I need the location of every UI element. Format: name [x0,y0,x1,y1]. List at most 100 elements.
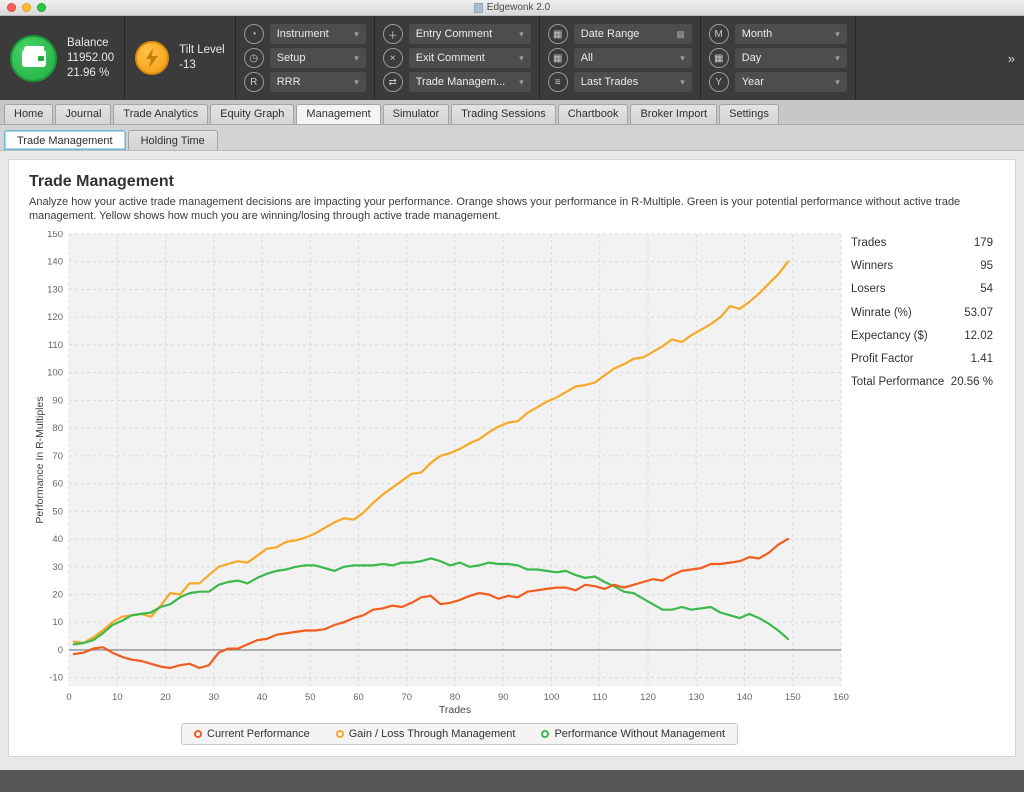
rrr-icon: R [244,72,264,92]
svg-text:90: 90 [498,692,509,703]
rrr-dropdown[interactable]: RRR ▾ [270,72,366,92]
chart-area: -100102030405060708090100110120130140150… [29,231,995,713]
window-titlebar: Edgewonk 2.0 [0,0,1024,16]
balance-label: Balance [67,36,114,51]
trade-management-dropdown[interactable]: Trade Managem... ▾ [409,72,531,92]
balance-value: 11952.00 [67,51,114,66]
svg-text:130: 130 [688,692,704,703]
all-icon: ▦ [548,48,568,68]
chart-legend: Current Performance Gain / Loss Through … [181,723,738,745]
svg-text:120: 120 [47,312,63,323]
tab-trading-sessions[interactable]: Trading Sessions [451,104,556,124]
setup-icon: ◷ [244,48,264,68]
stat-row-total-performance: Total Performance20.56 % [851,371,993,394]
svg-text:90: 90 [52,395,63,406]
svg-text:20: 20 [52,589,63,600]
filter-column-4: M Month ▾ ▦ Day ▾ Y Year ▾ [701,16,856,100]
svg-text:50: 50 [52,506,63,517]
svg-text:70: 70 [401,692,412,703]
exit-comment-dropdown[interactable]: Exit Comment ▾ [409,48,531,68]
date-range-icon: ▦ [548,24,568,44]
chevron-down-icon: ▾ [354,53,359,64]
svg-text:150: 150 [785,692,801,703]
date-range-dropdown[interactable]: Date Range ▦ [574,24,692,44]
last-trades-icon: ≡ [548,72,568,92]
tab-broker-import[interactable]: Broker Import [630,104,717,124]
svg-text:70: 70 [52,451,63,462]
stat-row-winrate: Winrate (%)53.07 [851,301,993,324]
setup-dropdown[interactable]: Setup ▾ [270,48,366,68]
sub-tabbar: Trade Management Holding Time [0,125,1024,151]
legend-current-performance: Current Performance [194,728,310,740]
window-title: Edgewonk 2.0 [0,2,1024,13]
filter-column-1: ◔ Instrument ▾ ◷ Setup ▾ R RRR ▾ [236,16,375,100]
legend-marker-icon [541,730,549,738]
performance-line-chart: -100102030405060708090100110120130140150… [31,231,851,713]
svg-text:80: 80 [450,692,461,703]
svg-text:150: 150 [47,231,63,240]
subtab-trade-management[interactable]: Trade Management [4,130,126,150]
calendar-icon: ▦ [676,29,685,40]
entry-comment-dropdown[interactable]: Entry Comment ▾ [409,24,531,44]
filter-column-2: ＋ Entry Comment ▾ × Exit Comment ▾ ⇄ Tra… [375,16,540,100]
legend-performance-without-management: Performance Without Management [541,728,725,740]
month-dropdown[interactable]: Month ▾ [735,24,847,44]
app-document-icon [474,3,483,13]
tab-home[interactable]: Home [4,104,53,124]
stat-row-profit-factor: Profit Factor1.41 [851,347,993,370]
wallet-icon [10,35,57,82]
last-trades-dropdown[interactable]: Last Trades ▾ [574,72,692,92]
svg-text:140: 140 [47,257,63,268]
chevron-down-icon: ▾ [680,77,685,88]
instrument-icon: ◔ [244,24,264,44]
stat-row-winners: Winners95 [851,254,993,277]
svg-text:60: 60 [353,692,364,703]
day-dropdown[interactable]: Day ▾ [735,48,847,68]
svg-text:110: 110 [592,692,607,703]
tab-simulator[interactable]: Simulator [383,104,449,124]
chevron-down-icon: ▾ [519,29,524,40]
bottom-statusbar [0,770,1024,792]
subtab-holding-time[interactable]: Holding Time [128,130,218,150]
balance-section: Balance 11952.00 21.96 % [0,16,125,100]
tab-journal[interactable]: Journal [55,104,111,124]
svg-text:Trades: Trades [439,704,471,713]
expand-header-button[interactable]: » [856,16,1024,100]
stat-row-trades: Trades179 [851,231,993,254]
tab-equity-graph[interactable]: Equity Graph [210,104,294,124]
svg-text:100: 100 [544,692,560,703]
svg-text:80: 80 [52,423,63,434]
svg-text:130: 130 [47,284,63,295]
svg-text:10: 10 [112,692,123,703]
svg-text:0: 0 [66,692,71,703]
legend-gain-loss-management: Gain / Loss Through Management [336,728,516,740]
svg-text:120: 120 [640,692,656,703]
svg-text:20: 20 [160,692,171,703]
tab-chartbook[interactable]: Chartbook [558,104,629,124]
svg-text:110: 110 [48,340,63,351]
svg-text:60: 60 [52,479,63,490]
svg-text:100: 100 [47,368,63,379]
tilt-section: Tilt Level -13 [125,16,236,100]
exit-comment-icon: × [383,48,403,68]
tab-trade-analytics[interactable]: Trade Analytics [113,104,208,124]
instrument-dropdown[interactable]: Instrument ▾ [270,24,366,44]
svg-text:40: 40 [52,534,63,545]
year-icon: Y [709,72,729,92]
chevron-down-icon: ▾ [835,53,840,64]
year-dropdown[interactable]: Year ▾ [735,72,847,92]
stats-table: Trades179 Winners95 Losers54 Winrate (%)… [851,231,993,394]
stat-row-expectancy: Expectancy ($)12.02 [851,324,993,347]
tilt-label: Tilt Level [179,43,225,58]
chevron-down-icon: ▾ [519,77,524,88]
all-dropdown[interactable]: All ▾ [574,48,692,68]
page-description: Analyze how your active trade management… [29,195,979,223]
chevron-down-icon: ▾ [835,29,840,40]
entry-comment-icon: ＋ [383,24,403,44]
tab-management[interactable]: Management [296,104,380,124]
stat-row-losers: Losers54 [851,278,993,301]
chevron-down-icon: ▾ [354,77,359,88]
tab-settings[interactable]: Settings [719,104,779,124]
tilt-value: -13 [179,58,225,73]
chevron-down-icon: ▾ [835,77,840,88]
